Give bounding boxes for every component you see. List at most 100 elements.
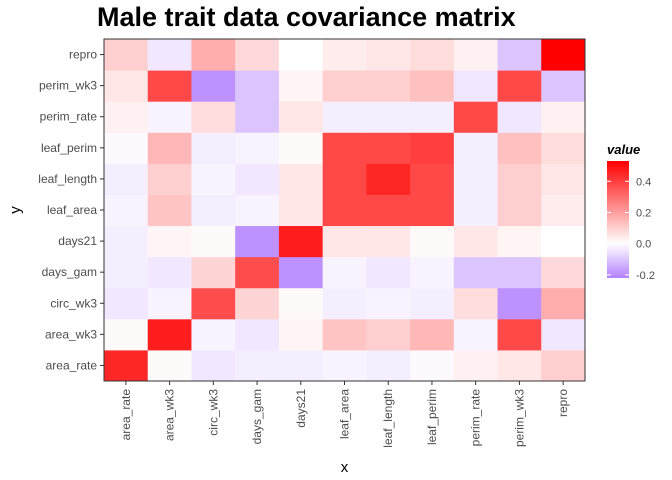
x-tick-label: perim_rate (469, 389, 483, 447)
heatmap-cell-repro-leaf_area (541, 194, 586, 227)
heatmap-cell-leaf_area-days21 (322, 225, 367, 258)
heatmap-cell-area_rate-leaf_area (104, 194, 149, 227)
heatmap-cell-leaf_area-leaf_area (322, 194, 367, 227)
heatmap-cell-perim_wk3-circ_wk3 (497, 287, 542, 320)
x-tick-label: days_gam (250, 389, 264, 444)
heatmap-cell-area_wk3-area_wk3 (147, 318, 192, 351)
heatmap-cell-days_gam-area_rate (235, 349, 280, 382)
heatmap-cell-leaf_length-leaf_perim (366, 132, 411, 164)
heatmap-cell-circ_wk3-circ_wk3 (191, 287, 236, 320)
heatmap-cell-leaf_length-circ_wk3 (366, 287, 411, 320)
heatmap-cell-leaf_length-leaf_area (366, 194, 411, 227)
heatmap-cell-circ_wk3-days_gam (191, 256, 236, 289)
heatmap-cell-area_rate-leaf_length (104, 163, 149, 195)
heatmap-cell-leaf_length-leaf_length (366, 163, 411, 195)
y-tick-label: leaf_perim (41, 141, 97, 155)
y-tick-label: days_gam (42, 265, 97, 279)
heatmap-cell-leaf_area-area_wk3 (322, 318, 367, 351)
heatmap-cell-perim_wk3-days_gam (497, 256, 542, 289)
heatmap-cell-area_rate-circ_wk3 (104, 287, 149, 320)
x-axis-title: x (341, 459, 349, 476)
heatmap-cell-days21-days_gam (278, 256, 324, 289)
heatmap-cell-area_wk3-perim_wk3 (147, 70, 192, 102)
heatmap-cell-area_rate-area_rate (104, 349, 149, 382)
heatmap-cell-leaf_area-area_rate (322, 349, 367, 382)
heatmap-cell-leaf_length-repro (366, 39, 411, 71)
heatmap-cell-leaf_area-leaf_length (322, 163, 367, 195)
heatmap-cell-repro-days21 (541, 225, 586, 258)
heatmap-cell-days21-perim_wk3 (278, 70, 324, 102)
heatmap-cell-days21-circ_wk3 (278, 287, 324, 320)
heatmap-cell-days_gam-area_wk3 (235, 318, 280, 351)
x-tick-label: leaf_area (338, 389, 352, 439)
y-tick-label: area_wk3 (45, 327, 97, 341)
heatmap-cell-days_gam-days21 (235, 225, 280, 258)
heatmap-cell-leaf_area-repro (322, 39, 367, 71)
heatmap-cell-perim_rate-leaf_length (453, 163, 499, 195)
y-axis-ticks: area_rate area_wk3 circ_wk3 days_gam days21 l… (38, 48, 104, 372)
heatmap-cell-circ_wk3-leaf_perim (191, 132, 236, 164)
x-tick-label: area_rate (119, 389, 133, 441)
heatmap-cell-perim_rate-days21 (453, 225, 499, 258)
color-legend: value 0.4 0.2 0.0 -0.2 (607, 142, 655, 282)
heatmap-cells (104, 39, 586, 382)
heatmap-cell-area_rate-leaf_perim (104, 132, 149, 164)
heatmap-cell-area_wk3-area_rate (147, 349, 192, 382)
heatmap-cell-perim_wk3-perim_wk3 (497, 70, 542, 102)
heatmap-cell-leaf_area-days_gam (322, 256, 367, 289)
heatmap-cell-leaf_perim-days_gam (410, 256, 455, 289)
heatmap-cell-repro-leaf_perim (541, 132, 586, 164)
heatmap-cell-perim_wk3-leaf_length (497, 163, 542, 195)
heatmap-cell-repro-area_rate (541, 349, 586, 382)
x-tick-label: circ_wk3 (206, 389, 220, 436)
heatmap-cell-leaf_length-area_wk3 (366, 318, 411, 351)
x-tick-label: area_wk3 (163, 389, 177, 441)
y-tick-label: leaf_length (38, 172, 97, 186)
heatmap-cell-leaf_area-circ_wk3 (322, 287, 367, 320)
heatmap-cell-perim_wk3-repro (497, 39, 542, 71)
heatmap-cell-leaf_length-perim_wk3 (366, 70, 411, 102)
heatmap-cell-area_wk3-leaf_perim (147, 132, 192, 164)
heatmap-cell-repro-repro (541, 39, 586, 71)
heatmap-cell-perim_rate-area_wk3 (453, 318, 499, 351)
heatmap-cell-leaf_perim-leaf_length (410, 163, 455, 195)
heatmap-cell-days21-leaf_perim (278, 132, 324, 164)
heatmap-cell-perim_rate-days_gam (453, 256, 499, 289)
heatmap-cell-area_rate-perim_wk3 (104, 70, 149, 102)
heatmap-cell-area_wk3-days_gam (147, 256, 192, 289)
heatmap-cell-circ_wk3-area_rate (191, 349, 236, 382)
heatmap-cell-area_rate-perim_rate (104, 101, 149, 133)
heatmap-cell-days21-area_rate (278, 349, 324, 382)
heatmap-cell-repro-circ_wk3 (541, 287, 586, 320)
x-tick-label: days21 (294, 389, 308, 428)
heatmap-cell-leaf_perim-repro (410, 39, 455, 71)
legend-tick-label: 0.0 (636, 239, 651, 251)
y-tick-label: perim_rate (40, 110, 98, 124)
heatmap-cell-repro-days_gam (541, 256, 586, 289)
heatmap-cell-leaf_length-days21 (366, 225, 411, 258)
y-tick-label: area_rate (46, 358, 98, 372)
heatmap-cell-area_rate-days21 (104, 225, 149, 258)
heatmap-cell-perim_rate-repro (453, 39, 499, 71)
heatmap-cell-circ_wk3-perim_wk3 (191, 70, 236, 102)
heatmap-cell-perim_rate-perim_wk3 (453, 70, 499, 102)
heatmap-cell-leaf_perim-area_rate (410, 349, 455, 382)
heatmap-cell-perim_wk3-days21 (497, 225, 542, 258)
heatmap-cell-days_gam-circ_wk3 (235, 287, 280, 320)
heatmap-cell-days_gam-leaf_length (235, 163, 280, 195)
heatmap-cell-leaf_area-perim_wk3 (322, 70, 367, 102)
heatmap-cell-area_wk3-leaf_length (147, 163, 192, 195)
y-tick-label: leaf_area (47, 203, 97, 217)
heatmap-cell-leaf_area-perim_rate (322, 101, 367, 133)
heatmap-cell-perim_wk3-leaf_perim (497, 132, 542, 164)
heatmap-cell-days21-leaf_area (278, 194, 324, 227)
x-tick-label: repro (556, 389, 570, 417)
heatmap-cell-repro-perim_wk3 (541, 70, 586, 102)
heatmap-cell-circ_wk3-leaf_length (191, 163, 236, 195)
chart-title: Male trait data covariance matrix (97, 2, 516, 32)
heatmap-cell-circ_wk3-perim_rate (191, 101, 236, 133)
heatmap-cell-area_wk3-days21 (147, 225, 192, 258)
heatmap-cell-perim_wk3-area_wk3 (497, 318, 542, 351)
heatmap-cell-days_gam-perim_wk3 (235, 70, 280, 102)
